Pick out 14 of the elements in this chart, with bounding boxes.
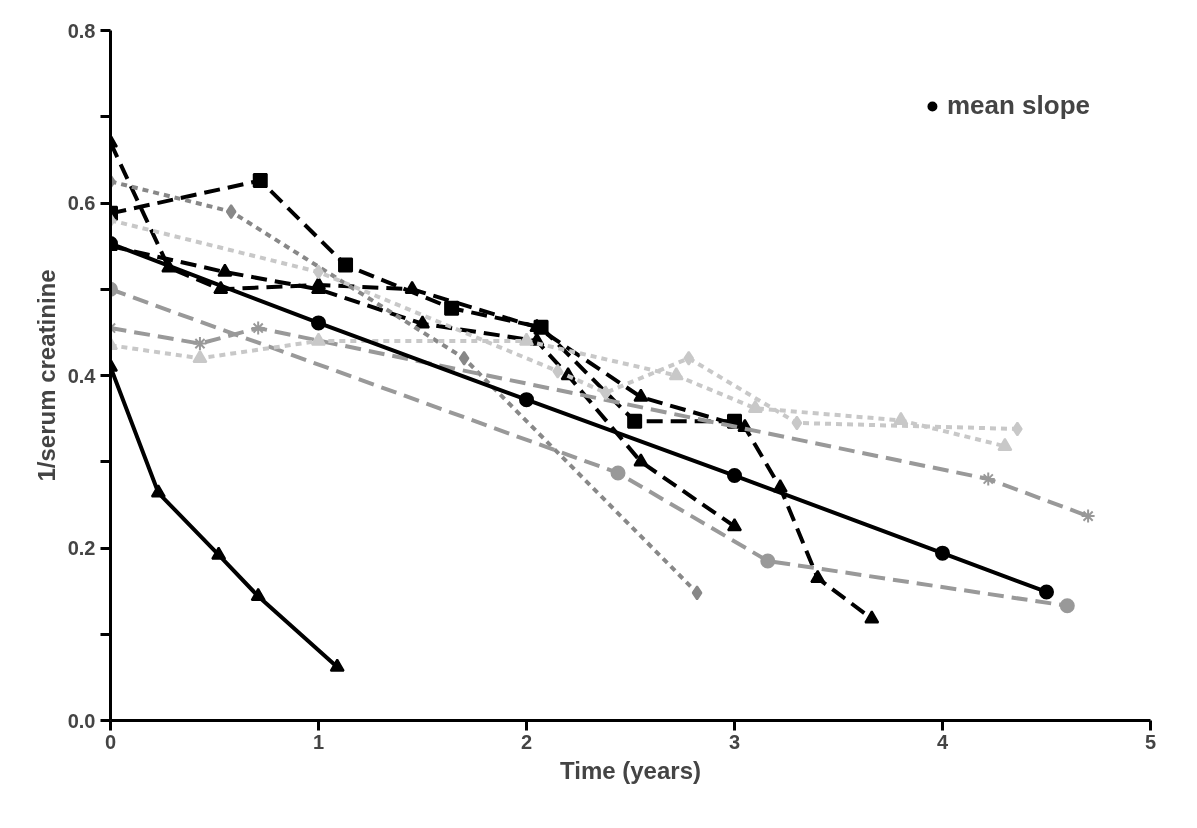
x-tick-label: 3 [728,730,741,753]
x-axis-title: Time (years) [560,756,701,784]
y-tick-label: 0.8 [67,19,96,42]
legend-label: mean slope [946,90,1090,121]
y-axis-title: 1/serum creatinine [32,269,60,482]
x-tick-label: 4 [936,730,949,753]
y-tick-label: 0.4 [67,364,97,387]
x-tick-label: 2 [520,730,533,753]
y-tick-label: 0.6 [67,192,96,214]
y-tick-label: 0.0 [67,709,96,732]
x-tick-label: 5 [1144,730,1157,753]
x-tick-label: 0 [104,730,117,753]
y-tick-label: 0.2 [67,537,96,559]
x-tick-label: 1 [312,730,325,753]
